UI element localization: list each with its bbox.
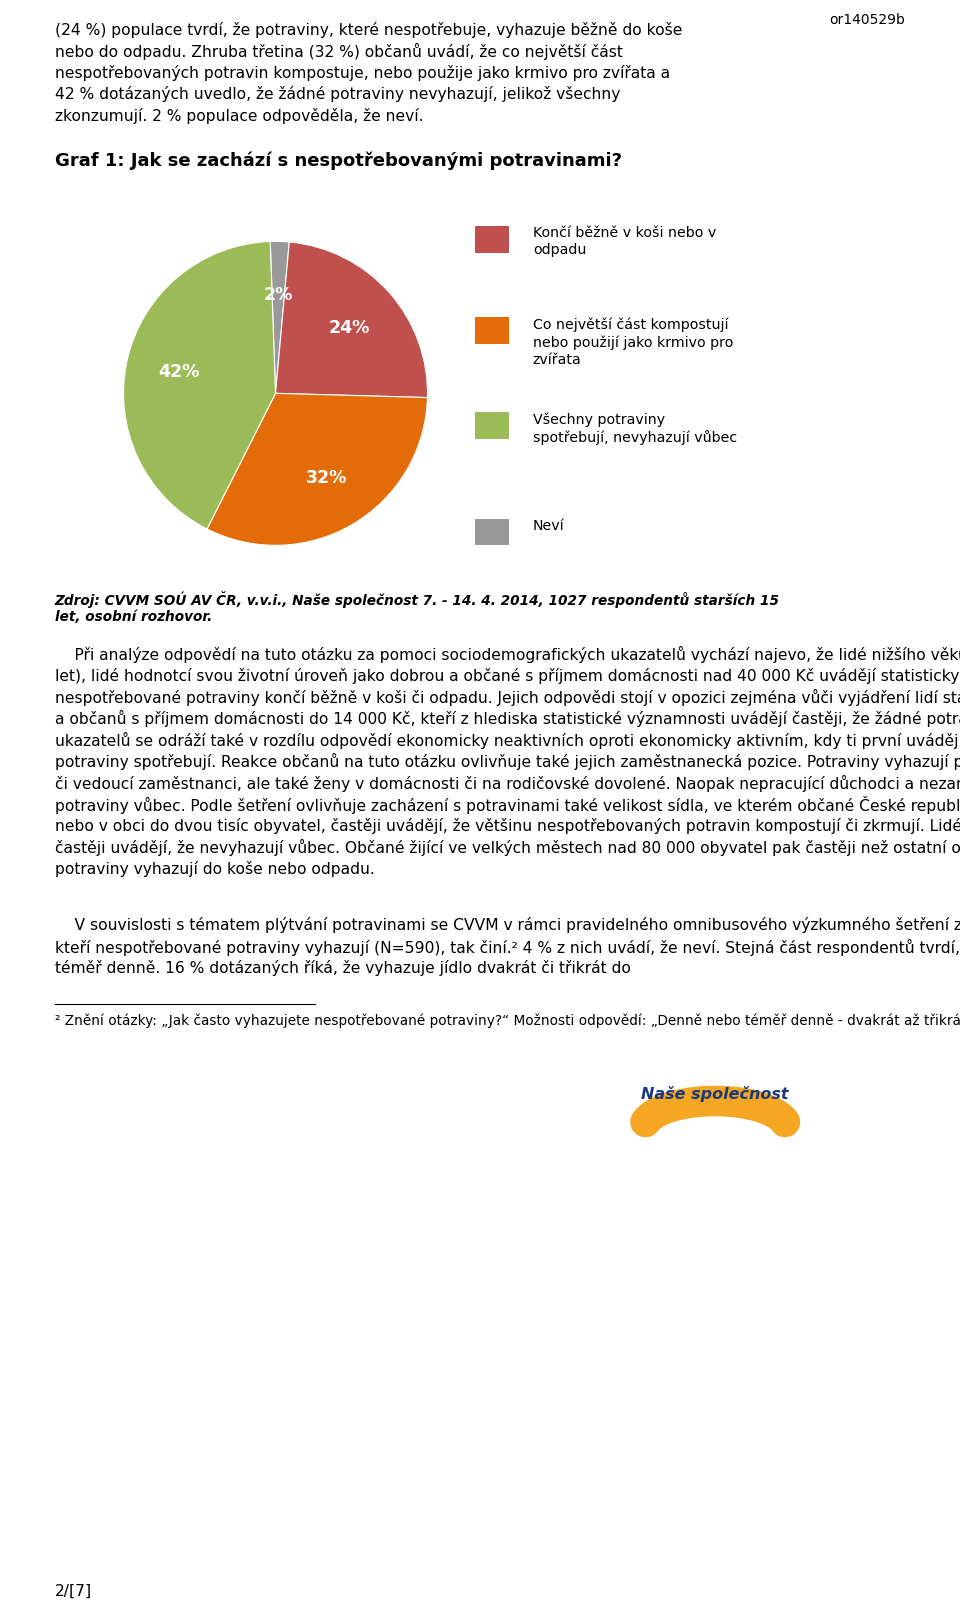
Text: potraviny vůbec. Podle šetření ovlivňuje zacházení s potravinami také velikost s: potraviny vůbec. Podle šetření ovlivňuje… (55, 796, 960, 815)
Text: let, osobní rozhovor.: let, osobní rozhovor. (55, 610, 212, 624)
Text: let), lidé hodnotcí svou životní úroveň jako dobrou a občané s příjmem domácnost: let), lidé hodnotcí svou životní úroveň … (55, 668, 960, 684)
Text: nespotřebovaných potravin kompostuje, nebo použije jako krmivo pro zvířata a: nespotřebovaných potravin kompostuje, ne… (55, 65, 670, 81)
Text: ukazatelů se odráží také v rozdílu odpovědí ekonomicky neaktivních oproti ekonom: ukazatelů se odráží také v rozdílu odpov… (55, 733, 960, 749)
Text: Neví: Neví (533, 519, 564, 532)
Bar (475, 226, 509, 252)
Text: nebo v obci do dvou tisíc obyvatel, častěji uvádějí, že většinu nespotřebovaných: nebo v obci do dvou tisíc obyvatel, čast… (55, 818, 960, 834)
Text: nespotřebované potraviny končí běžně v koši či odpadu. Jejich odpovědi stojí v o: nespotřebované potraviny končí běžně v k… (55, 689, 960, 707)
Text: 2/[7]: 2/[7] (55, 1585, 92, 1599)
Text: Graf 1: Jak se zachází s nespotřebovanými potravinami?: Graf 1: Jak se zachází s nespotřebovaným… (55, 152, 622, 170)
Wedge shape (124, 241, 276, 529)
Text: 42 % dotázaných uvedlo, že žádné potraviny nevyhazují, jelikož všechny: 42 % dotázaných uvedlo, že žádné potravi… (55, 86, 620, 102)
Text: 42%: 42% (158, 364, 200, 382)
Bar (475, 412, 509, 438)
Text: kteří nespotřebované potraviny vyhazují (N=590), tak činí.² 4 % z nich uvádí, že: kteří nespotřebované potraviny vyhazují … (55, 939, 960, 956)
Text: 32%: 32% (305, 469, 347, 487)
Text: Končí běžně v koši nebo v
odpadu: Končí běžně v koši nebo v odpadu (533, 226, 716, 257)
Text: potraviny vyhazují do koše nebo odpadu.: potraviny vyhazují do koše nebo odpadu. (55, 860, 374, 876)
Wedge shape (270, 241, 289, 393)
Text: či vedoucí zaměstnanci, ale také ženy v domácnosti či na rodičovské dovolené. Na: či vedoucí zaměstnanci, ale také ženy v … (55, 775, 960, 792)
Wedge shape (276, 243, 427, 398)
Text: téměř denně. 16 % dotázaných říká, že vyhazuje jídlo dvakrát či třikrát do: téměř denně. 16 % dotázaných říká, že vy… (55, 960, 631, 977)
Bar (475, 519, 509, 545)
Text: Při analýze odpovědí na tuto otázku za pomoci sociodemografických ukazatelů vych: Při analýze odpovědí na tuto otázku za p… (55, 647, 960, 663)
Text: V souvislosti s tématem plýtvání potravinami se CVVM v rámci pravidelného omnibu: V souvislosti s tématem plýtvání potravi… (55, 917, 960, 933)
Wedge shape (207, 393, 427, 545)
Bar (475, 317, 509, 344)
Text: a občanů s příjmem domácnosti do 14 000 Kč, kteří z hlediska statistické významn: a občanů s příjmem domácnosti do 14 000 … (55, 710, 960, 728)
Text: 2%: 2% (264, 286, 293, 304)
Text: 24%: 24% (328, 319, 371, 336)
Text: Co největší část kompostují
nebo použijí jako krmivo pro
zvířata: Co největší část kompostují nebo použijí… (533, 317, 733, 367)
Text: Všechny potraviny
spotřebují, nevyhazují vůbec: Všechny potraviny spotřebují, nevyhazují… (533, 412, 737, 445)
Text: or140529b: or140529b (829, 13, 905, 27)
Text: častěji uvádějí, že nevyhazují vůbec. Občané žijící ve velkých městech nad 80 00: častěji uvádějí, že nevyhazují vůbec. Ob… (55, 839, 960, 857)
Text: ² Znění otázky: „Jak často vyhazujete nespotřebované potraviny?“ Možnosti odpově: ² Znění otázky: „Jak často vyhazujete ne… (55, 1014, 960, 1028)
Text: nebo do odpadu. Zhruba třetina (32 %) občanů uvádí, že co největší část: nebo do odpadu. Zhruba třetina (32 %) ob… (55, 44, 623, 60)
Text: Zdroj: CVVM SOÚ AV ČR, v.v.i., Naše společnost 7. - 14. 4. 2014, 1027 respondent: Zdroj: CVVM SOÚ AV ČR, v.v.i., Naše spol… (55, 592, 780, 608)
Text: Naše společnost: Naše společnost (641, 1087, 789, 1103)
Text: potraviny spotřebují. Reakce občanů na tuto otázku ovlivňuje také jejich zaměstn: potraviny spotřebují. Reakce občanů na t… (55, 754, 960, 770)
Text: zkonzumují. 2 % populace odpověděla, že neví.: zkonzumují. 2 % populace odpověděla, že … (55, 108, 423, 125)
Text: (24 %) populace tvrdí, že potraviny, které nespotřebuje, vyhazuje běžně do koše: (24 %) populace tvrdí, že potraviny, kte… (55, 23, 683, 39)
